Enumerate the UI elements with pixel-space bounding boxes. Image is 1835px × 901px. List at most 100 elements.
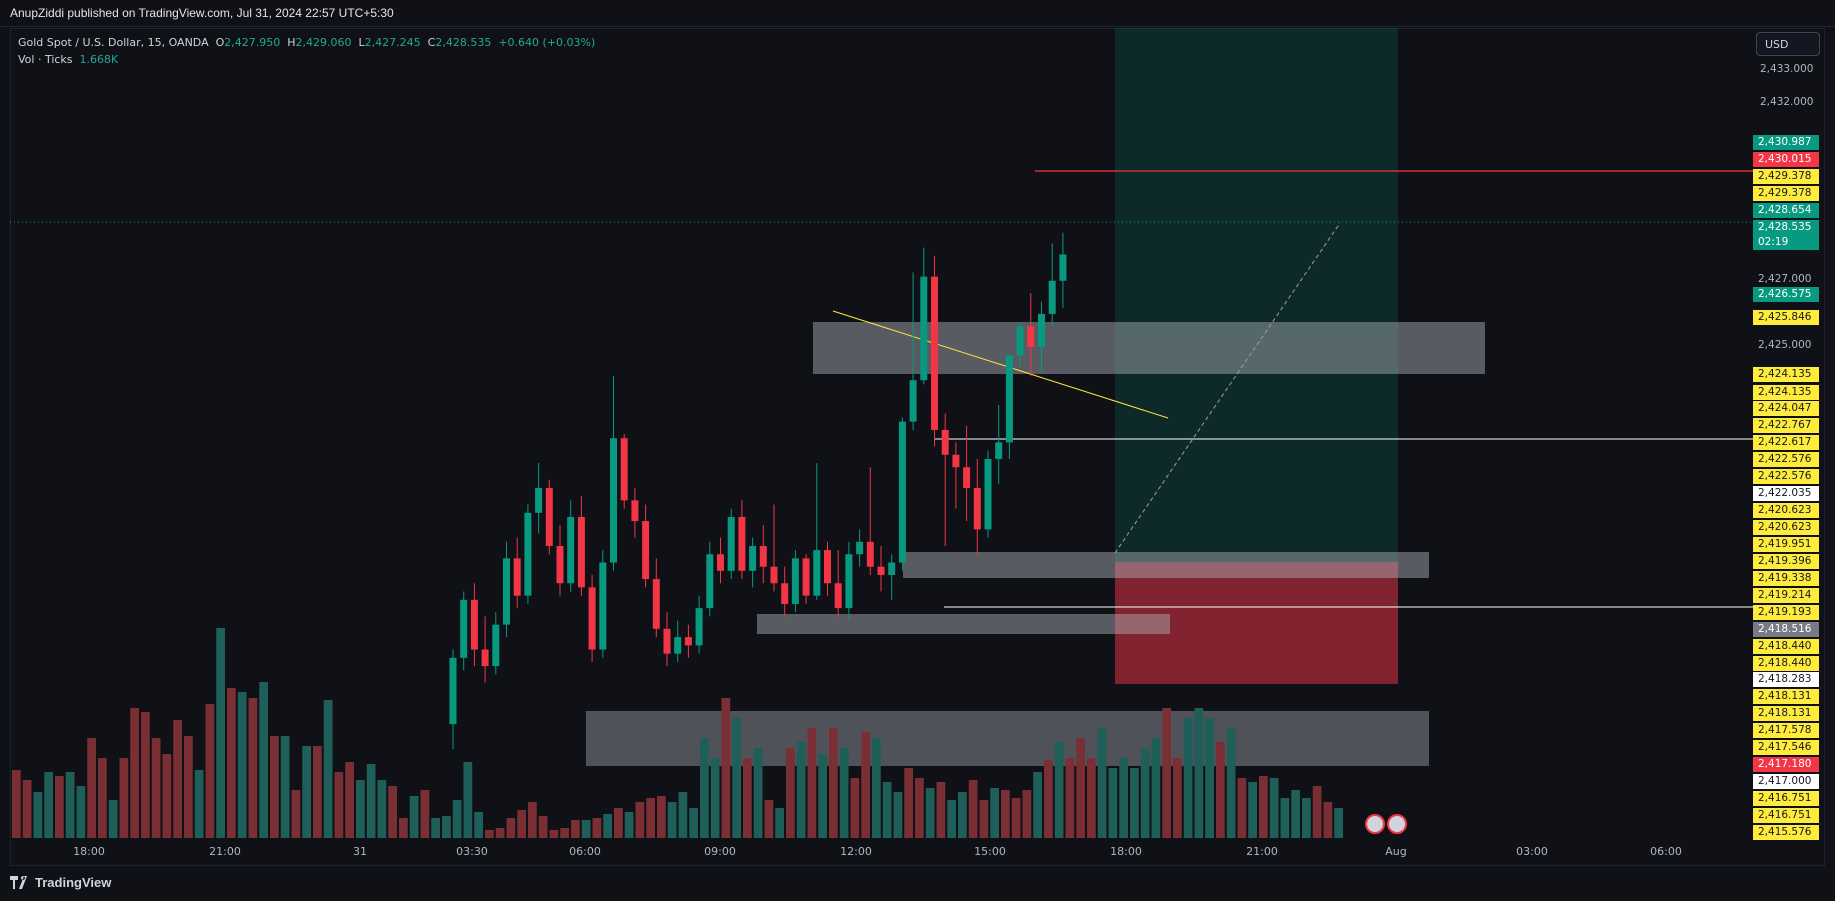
candle[interactable] xyxy=(545,479,553,555)
candle[interactable] xyxy=(824,541,831,596)
volume-bar xyxy=(1183,718,1193,838)
candle[interactable] xyxy=(642,504,650,588)
candle[interactable] xyxy=(856,529,864,567)
candle[interactable] xyxy=(631,487,639,538)
candle[interactable] xyxy=(567,500,575,592)
candle[interactable] xyxy=(738,500,746,580)
candle[interactable] xyxy=(620,434,628,509)
candle[interactable] xyxy=(577,496,585,596)
candle[interactable] xyxy=(674,620,682,662)
volume-bar xyxy=(431,818,440,838)
candle[interactable] xyxy=(759,525,767,584)
candle-body xyxy=(460,599,468,658)
candle[interactable] xyxy=(898,417,906,571)
candle[interactable] xyxy=(717,537,724,584)
volume-bar xyxy=(270,736,279,838)
volume-bar xyxy=(732,718,741,838)
tradingview-logo[interactable]: TradingView xyxy=(10,875,111,890)
candle[interactable] xyxy=(888,554,896,600)
candle[interactable] xyxy=(813,463,821,600)
candle[interactable] xyxy=(749,537,757,588)
low-label: L xyxy=(358,36,365,49)
candle[interactable] xyxy=(1027,293,1035,377)
candle[interactable] xyxy=(984,450,992,538)
candle[interactable] xyxy=(588,574,596,662)
time-axis-label: 06:00 xyxy=(569,845,601,858)
candle[interactable] xyxy=(1005,355,1013,459)
price-axis-label: 2,417.578 xyxy=(1753,723,1819,738)
candle[interactable] xyxy=(449,649,457,749)
volume-bar xyxy=(764,800,774,838)
candle[interactable] xyxy=(866,467,874,575)
candle[interactable] xyxy=(513,537,521,609)
candle[interactable] xyxy=(920,247,928,385)
volume-bar xyxy=(968,780,978,838)
us-flag-icon[interactable] xyxy=(1365,814,1385,834)
candle[interactable] xyxy=(695,595,703,654)
candle[interactable] xyxy=(610,376,617,571)
candle[interactable] xyxy=(834,550,842,617)
candle[interactable] xyxy=(684,624,692,658)
candle[interactable] xyxy=(556,525,564,596)
candle[interactable] xyxy=(845,541,853,621)
chart-pane[interactable] xyxy=(10,28,1825,866)
price-axis-tick: 2,432.000 xyxy=(1760,96,1814,108)
target-zone[interactable] xyxy=(1115,28,1398,562)
candle[interactable] xyxy=(1016,322,1024,368)
us-flag-icon[interactable] xyxy=(1387,814,1407,834)
volume-bar xyxy=(947,800,956,838)
candle[interactable] xyxy=(706,541,714,617)
candle[interactable] xyxy=(663,612,671,667)
currency-button[interactable]: USD xyxy=(1756,32,1820,56)
candle[interactable] xyxy=(599,550,607,658)
tradingview-logo-icon xyxy=(10,876,30,889)
zone-upper[interactable] xyxy=(813,322,1485,374)
candle[interactable] xyxy=(963,425,971,522)
volume-bar xyxy=(1108,768,1118,838)
volume-bar xyxy=(1151,738,1161,838)
candle[interactable] xyxy=(952,442,960,509)
volume-bar xyxy=(1205,718,1214,838)
candle[interactable] xyxy=(1038,301,1045,372)
trendline-yellow[interactable] xyxy=(832,310,1169,419)
candle[interactable] xyxy=(995,405,1003,484)
candle[interactable] xyxy=(1048,243,1056,327)
volume-bar xyxy=(1065,758,1075,838)
candle[interactable] xyxy=(791,550,799,613)
candle[interactable] xyxy=(909,272,917,430)
candle[interactable] xyxy=(781,566,789,617)
time-axis-label: 09:00 xyxy=(704,845,736,858)
candle[interactable] xyxy=(460,591,468,671)
candle[interactable] xyxy=(470,583,478,667)
candle[interactable] xyxy=(727,508,735,580)
price-axis-label: 2,420.623 xyxy=(1753,520,1819,535)
volume-bar xyxy=(1162,708,1171,838)
candle[interactable] xyxy=(877,545,885,592)
candle[interactable] xyxy=(973,458,981,555)
volume-bar xyxy=(1130,768,1139,838)
zone-bottom[interactable] xyxy=(586,711,1429,766)
candle[interactable] xyxy=(802,554,810,604)
candle[interactable] xyxy=(535,463,543,534)
candle[interactable] xyxy=(931,255,938,447)
zone-middle[interactable] xyxy=(903,552,1429,578)
candle[interactable] xyxy=(481,616,489,683)
candle[interactable] xyxy=(524,504,532,604)
candle[interactable] xyxy=(503,541,510,638)
close-label: C xyxy=(427,36,436,49)
volume-bar xyxy=(474,812,483,838)
price-axis-label: 02:19 xyxy=(1753,235,1819,250)
candle[interactable] xyxy=(1059,232,1067,308)
candle[interactable] xyxy=(770,504,778,592)
time-axis-label: 21:00 xyxy=(1246,845,1278,858)
volume-bar xyxy=(1119,758,1128,838)
candle[interactable] xyxy=(652,558,660,638)
candle[interactable] xyxy=(941,413,949,546)
candle[interactable] xyxy=(492,612,500,675)
symbol-title[interactable]: Gold Spot / U.S. Dollar, 15, OANDA xyxy=(18,36,209,49)
stop-zone[interactable] xyxy=(1115,562,1398,684)
zone-lower-small[interactable] xyxy=(757,614,1170,634)
volume-label[interactable]: Vol · Ticks xyxy=(18,53,73,66)
volume-bar xyxy=(1054,742,1064,838)
